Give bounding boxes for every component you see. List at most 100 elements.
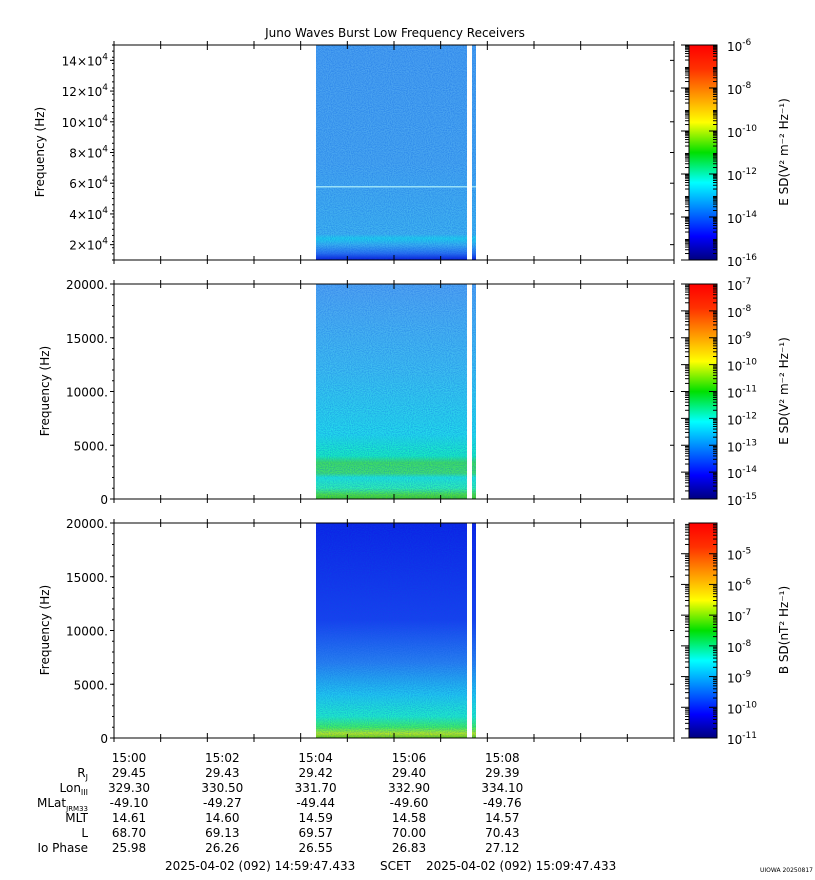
spectrogram-speckle-e-low	[316, 284, 476, 499]
ephem-value: 70.43	[485, 826, 519, 840]
colorbar-tick-label-b-low: 10-5	[727, 547, 751, 563]
y-tick-label-b-low: 5000.	[74, 678, 108, 692]
ephem-value: 14.58	[392, 811, 426, 825]
y-tick-label-e-low: 10000.	[66, 386, 108, 400]
x-tick-label: 15:00	[112, 751, 147, 765]
ephem-value: 26.55	[298, 841, 332, 855]
y-tick-label-e-high: 2×104	[69, 237, 108, 253]
footer-stamp: UIOWA 20250817	[760, 867, 813, 874]
colorbar-tick-label-e-high: 10-12	[727, 167, 757, 183]
colorbar-frame-e-high	[688, 44, 718, 261]
y-tick-label-e-high: 12×104	[62, 83, 109, 99]
ephem-value: 331.70	[295, 781, 337, 795]
colorbar-b-low	[689, 523, 717, 738]
x-tick-label: 15:02	[205, 751, 240, 765]
ephem-label-mlt: MLT	[65, 811, 88, 825]
colorbar-tick-label-e-high: 10-16	[727, 253, 757, 269]
y-tick-label-e-high: 14×104	[62, 52, 109, 68]
colorbar-tick-label-b-low: 10-7	[727, 608, 751, 624]
colorbar-tick-label-b-low: 10-10	[727, 700, 757, 716]
colorbar-tick-label-e-low: 10-9	[727, 331, 752, 347]
colorbar-tick-label-e-high: 10-8	[727, 81, 752, 97]
panel-b-low: B SD(nT² Hz⁻¹) Frequency (Hz) 10-5 10-6 10…	[38, 522, 791, 747]
ephem-label-l: L	[81, 826, 88, 840]
footer-end-time: 2025-04-02 (092) 15:09:47.433	[426, 859, 616, 873]
x-tick-label: 15:04	[298, 751, 333, 765]
ephem-value: -49.44	[296, 796, 335, 810]
spectrogram-speckle-b-low	[316, 523, 476, 738]
y-axis-label-e-low: Frequency (Hz)	[38, 346, 52, 437]
colorbar-tick-label-b-low: 10-6	[727, 577, 752, 593]
ephem-value: 26.83	[392, 841, 426, 855]
colorbar-tick-label-e-low: 10-12	[727, 411, 757, 427]
y-tick-label-e-high: 4×104	[69, 206, 108, 222]
ephem-value: 29.43	[205, 766, 239, 780]
ephemeris-row-labels: RJ LonIII MLatJRM33 MLT L Io Phase	[37, 766, 89, 855]
ephem-value: 329.30	[108, 781, 150, 795]
ephem-value: 29.40	[392, 766, 426, 780]
data-gap-b-low	[467, 523, 472, 738]
ephem-label-lon: LonIII	[60, 781, 89, 797]
ephem-label-mlat: MLatJRM33	[37, 796, 88, 813]
footer-scet: SCET	[380, 859, 412, 873]
ephem-value: 14.61	[112, 811, 146, 825]
ephem-value: 334.10	[481, 781, 523, 795]
colorbar-tick-label-b-low: 10-9	[727, 670, 752, 686]
y-tick-label-e-low: 5000.	[74, 439, 108, 453]
panel-e-low: E SD(V² m⁻² Hz⁻¹) Frequency (Hz) 10-7 10-…	[38, 277, 791, 508]
footer-start-time: 2025-04-02 (092) 14:59:47.433	[165, 859, 355, 873]
colorbar-tick-label-e-high: 10-14	[727, 210, 757, 226]
colorbar-tick-label-e-high: 10-6	[727, 38, 752, 54]
y-axis-label-e-high: Frequency (Hz)	[33, 107, 47, 198]
y-tick-label-b-low: 20000.	[66, 517, 108, 531]
ephem-value: 14.59	[298, 811, 332, 825]
y-tick-label-e-low: 0	[100, 493, 108, 507]
data-gap-e-low	[467, 284, 472, 499]
ephem-label-rj: RJ	[77, 766, 88, 782]
ephem-value: 29.45	[112, 766, 146, 780]
ephem-value: -49.60	[390, 796, 429, 810]
colorbar-tick-label-e-low: 10-10	[727, 358, 757, 374]
colorbar-tick-label-e-low: 10-14	[727, 465, 757, 481]
ephem-value: 69.13	[205, 826, 239, 840]
ephem-value: 332.90	[388, 781, 430, 795]
colorbar-tick-label-e-low: 10-8	[727, 304, 752, 320]
colorbar-tick-label-e-low: 10-7	[727, 277, 751, 293]
ephem-value: 68.70	[112, 826, 146, 840]
ephem-value: 29.39	[485, 766, 519, 780]
colorbar-label-e-high: E SD(V² m⁻² Hz⁻¹)	[777, 98, 791, 206]
colorbar-tick-label-e-low: 10-13	[727, 438, 757, 454]
spectrogram-line-e-high	[316, 186, 476, 188]
ephem-value: -49.76	[483, 796, 522, 810]
y-tick-label-b-low: 15000.	[66, 571, 108, 585]
colorbar-tick-label-e-high: 10-10	[727, 124, 757, 140]
y-axis-label-b-low: Frequency (Hz)	[38, 585, 52, 676]
y-tick-label-b-low: 10000.	[66, 625, 108, 639]
panel-e-high: E SD(V² m⁻² Hz⁻¹) Frequency (Hz) 10-6 10-…	[33, 38, 791, 269]
ephem-value: -49.27	[203, 796, 242, 810]
y-tick-label-e-low: 15000.	[66, 332, 108, 346]
ephem-value: -49.10	[110, 796, 149, 810]
y-tick-label-e-high: 10×104	[62, 114, 109, 130]
ephem-value: 29.42	[298, 766, 332, 780]
y-tick-label-e-high: 6×104	[69, 175, 108, 191]
ephem-value: 27.12	[485, 841, 519, 855]
ephem-label-io-phase: Io Phase	[37, 841, 88, 855]
ephem-value: 14.60	[205, 811, 239, 825]
colorbar-frame-b-low	[688, 522, 718, 739]
x-tick-label: 15:08	[485, 751, 520, 765]
y-tick-label-b-low: 0	[100, 732, 108, 746]
ephem-value: 69.57	[298, 826, 332, 840]
colorbar-tick-label-e-low: 10-11	[727, 385, 757, 401]
colorbar-tick-label-b-low: 10-11	[727, 731, 757, 747]
ephem-value: 70.00	[392, 826, 426, 840]
y-tick-label-e-high: 8×104	[69, 145, 108, 161]
colorbar-label-b-low: B SD(nT² Hz⁻¹)	[777, 586, 791, 674]
ephem-value: 14.57	[485, 811, 519, 825]
colorbar-tick-label-b-low: 10-8	[727, 639, 752, 655]
chart-title: Juno Waves Burst Low Frequency Receivers	[264, 26, 525, 40]
colorbar-e-high	[689, 45, 717, 260]
colorbar-label-e-low: E SD(V² m⁻² Hz⁻¹)	[777, 337, 791, 445]
